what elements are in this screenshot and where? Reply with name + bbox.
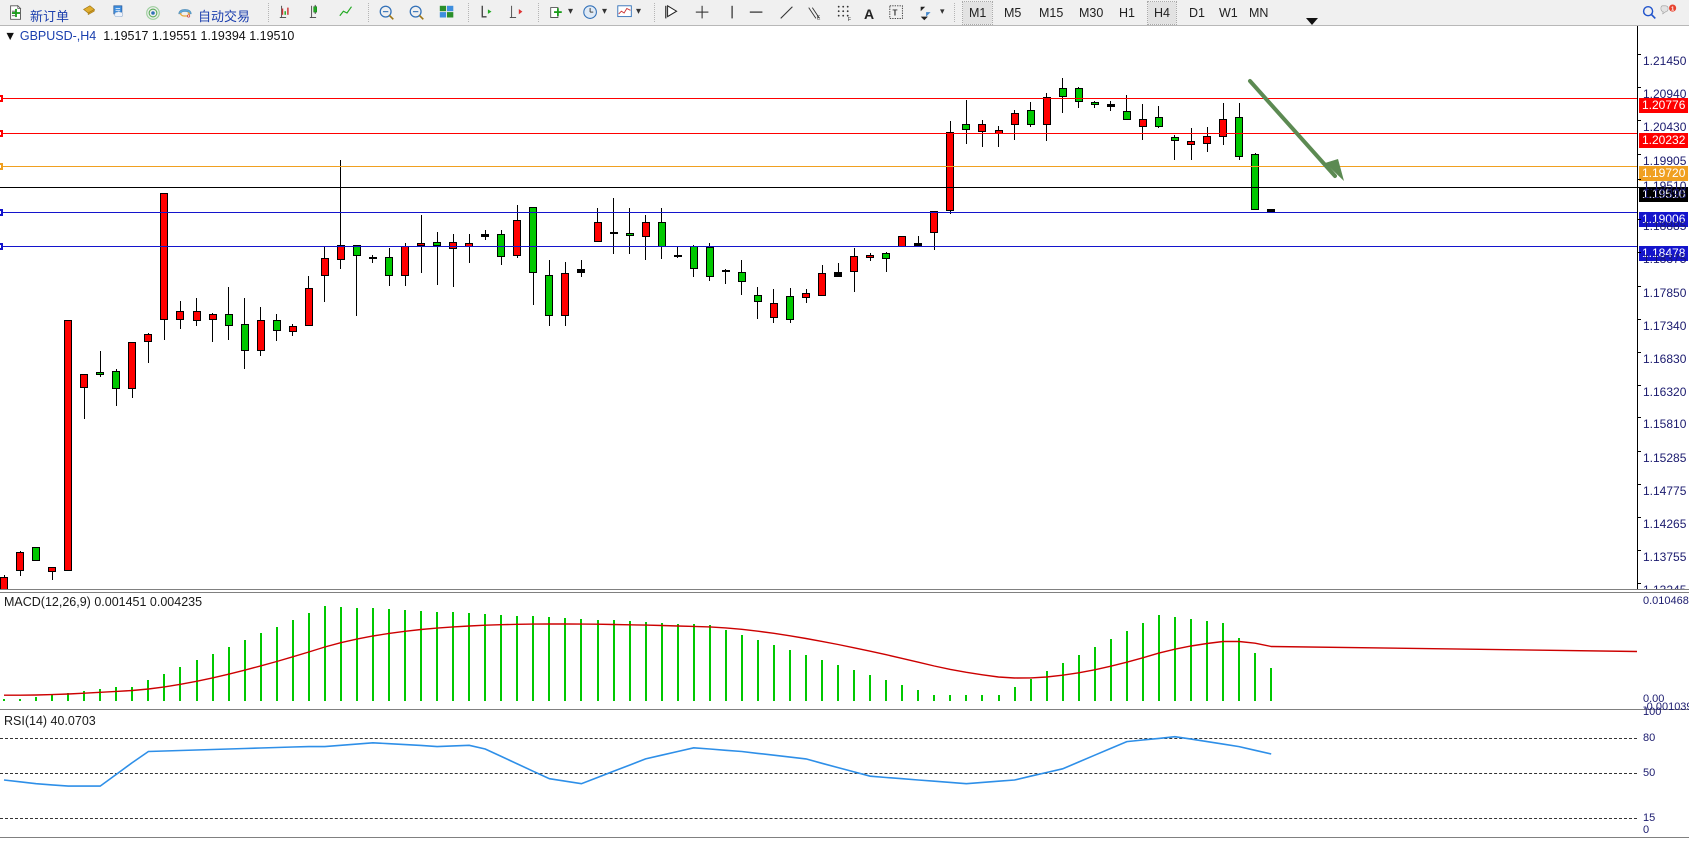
svg-text:F: F — [848, 17, 852, 22]
svg-text:E: E — [817, 15, 821, 21]
svg-text:T: T — [893, 9, 898, 18]
